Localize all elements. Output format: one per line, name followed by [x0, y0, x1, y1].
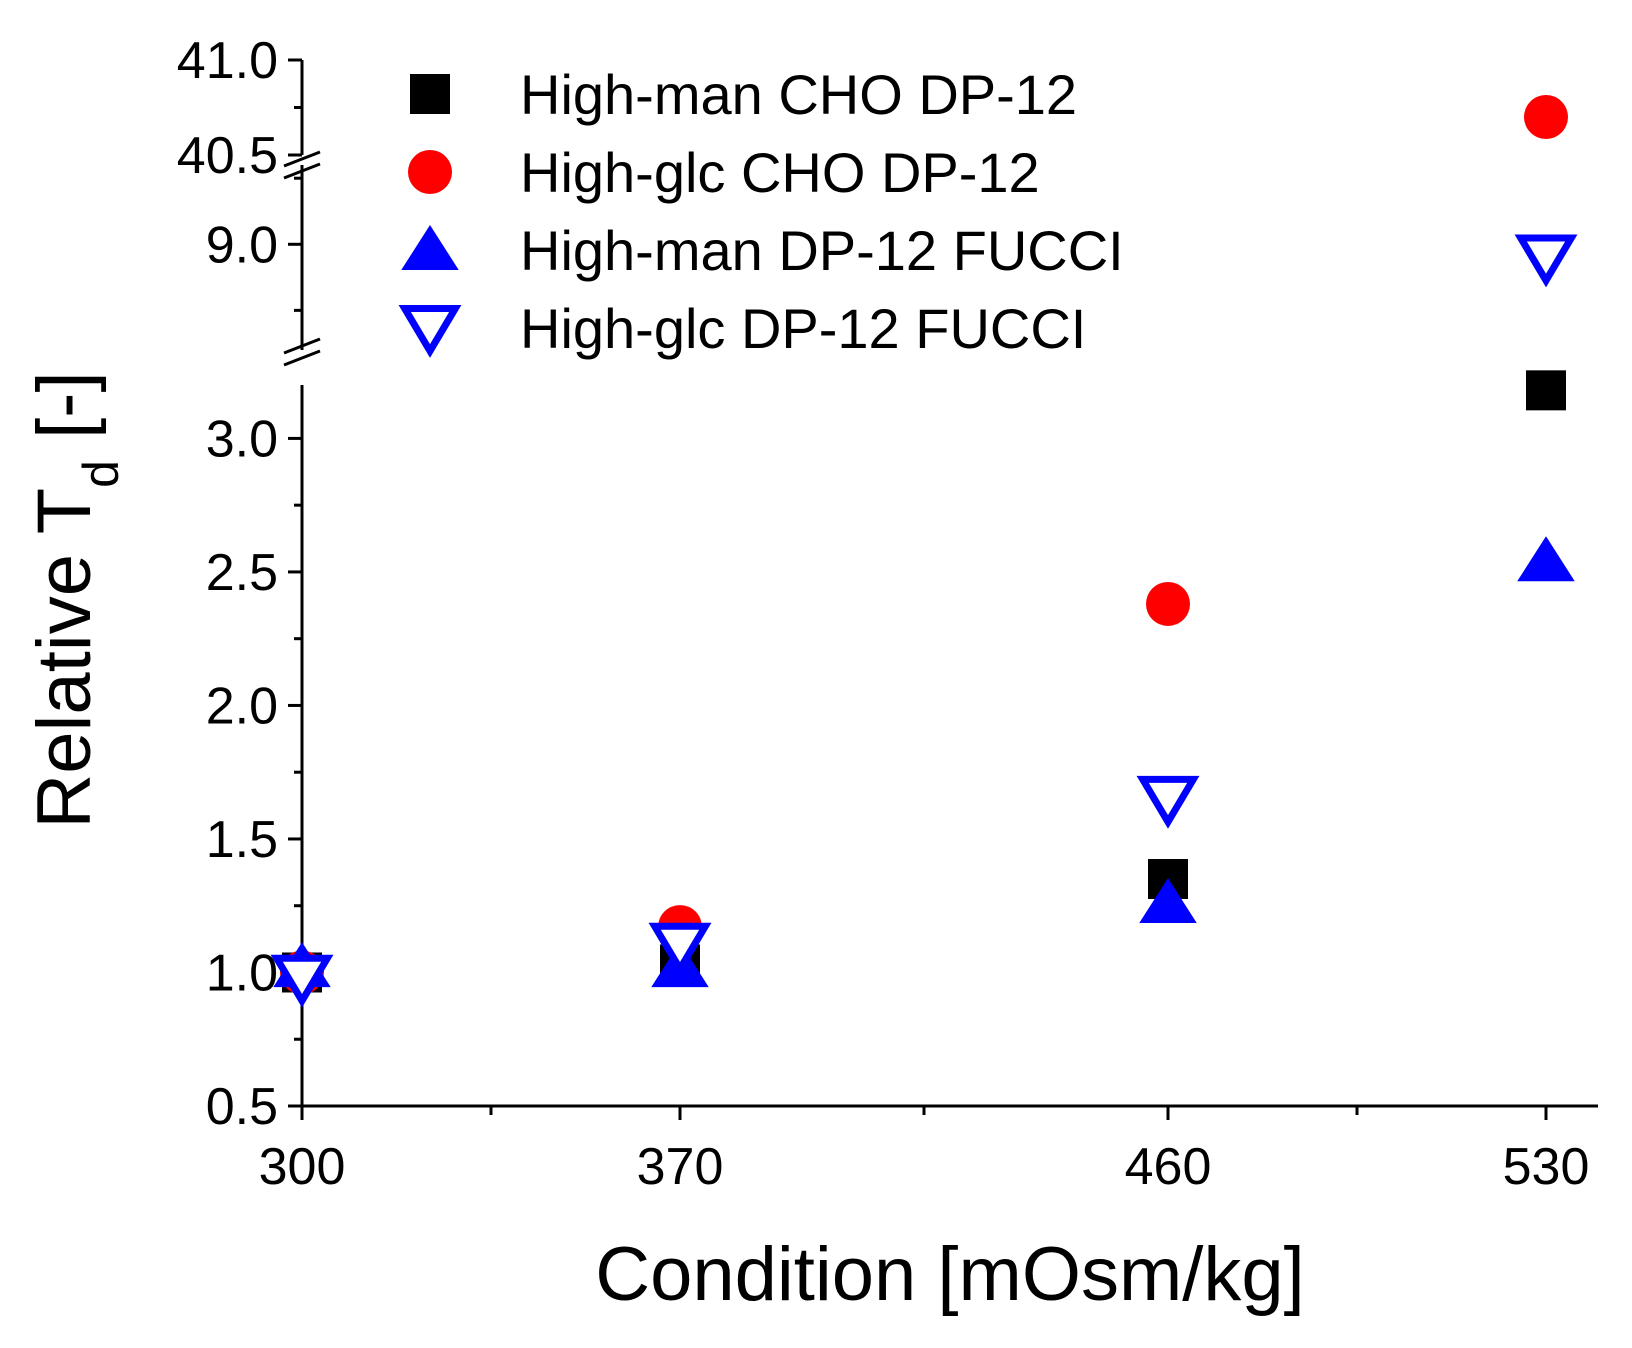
data-point-high-glc-cho-dp-12	[1146, 581, 1190, 626]
y-axis-title: Relative Td [-]	[22, 371, 129, 828]
x-tick-label: 300	[259, 1138, 346, 1196]
y-tick-label: 1.5	[206, 811, 278, 869]
legend-marker	[401, 225, 459, 270]
data-point-high-glc-dp-12-fucci	[270, 954, 334, 1008]
y-axis-title-main: Relative T	[22, 488, 107, 829]
data-point-high-glc-dp-12-fucci	[648, 922, 712, 976]
axis-break-mark	[283, 337, 321, 355]
data-point-high-man-cho-dp-12	[1526, 370, 1566, 411]
y-tick-label: 0.5	[206, 1078, 278, 1136]
data-point-high-glc-dp-12-fucci	[1136, 775, 1200, 829]
y-axis-title-suffix: [-]	[22, 371, 107, 460]
legend-marker	[408, 150, 452, 194]
data-point-high-man-dp-12-fucci	[1517, 536, 1575, 582]
data-point-high-man-dp-12-fucci	[1139, 878, 1197, 924]
legend-label: High-man CHO DP-12	[520, 63, 1077, 126]
axis-break-mark	[283, 349, 321, 367]
x-tick-label: 530	[1503, 1138, 1590, 1196]
axes: 0.5 1.0 1.5 2.0 2.5 3.0 9.0 40.5 41.0 300 370 460 53…	[177, 32, 1598, 1196]
data-point-high-glc-cho-dp-12	[1524, 95, 1568, 139]
y-tick-label: 9.0	[206, 216, 278, 274]
axis-break-mark	[283, 162, 321, 180]
x-axis-title: Condition [mOsm/kg]	[595, 1232, 1305, 1317]
y-axis-title-sub: d	[73, 460, 129, 488]
legend-marker	[398, 304, 462, 358]
legend-marker	[410, 74, 450, 114]
legend-label: High-glc CHO DP-12	[520, 141, 1040, 204]
legend-label: High-man DP-12 FUCCI	[520, 219, 1124, 282]
legend: High-man CHO DP-12 High-glc CHO DP-12 High…	[398, 63, 1124, 360]
y-tick-label: 1.0	[206, 944, 278, 1002]
y-tick-label: 2.5	[206, 544, 278, 602]
y-tick-label: 40.5	[177, 127, 278, 185]
y-tick-label: 2.0	[206, 677, 278, 735]
data-point-high-glc-dp-12-fucci	[1514, 234, 1578, 288]
data-marks	[270, 95, 1578, 1008]
legend-label: High-glc DP-12 FUCCI	[520, 297, 1086, 360]
x-tick-label: 370	[637, 1138, 724, 1196]
x-tick-label: 460	[1125, 1138, 1212, 1196]
y-tick-label: 41.0	[177, 32, 278, 90]
y-tick-label: 3.0	[206, 410, 278, 468]
axis-break-mark	[283, 150, 321, 168]
